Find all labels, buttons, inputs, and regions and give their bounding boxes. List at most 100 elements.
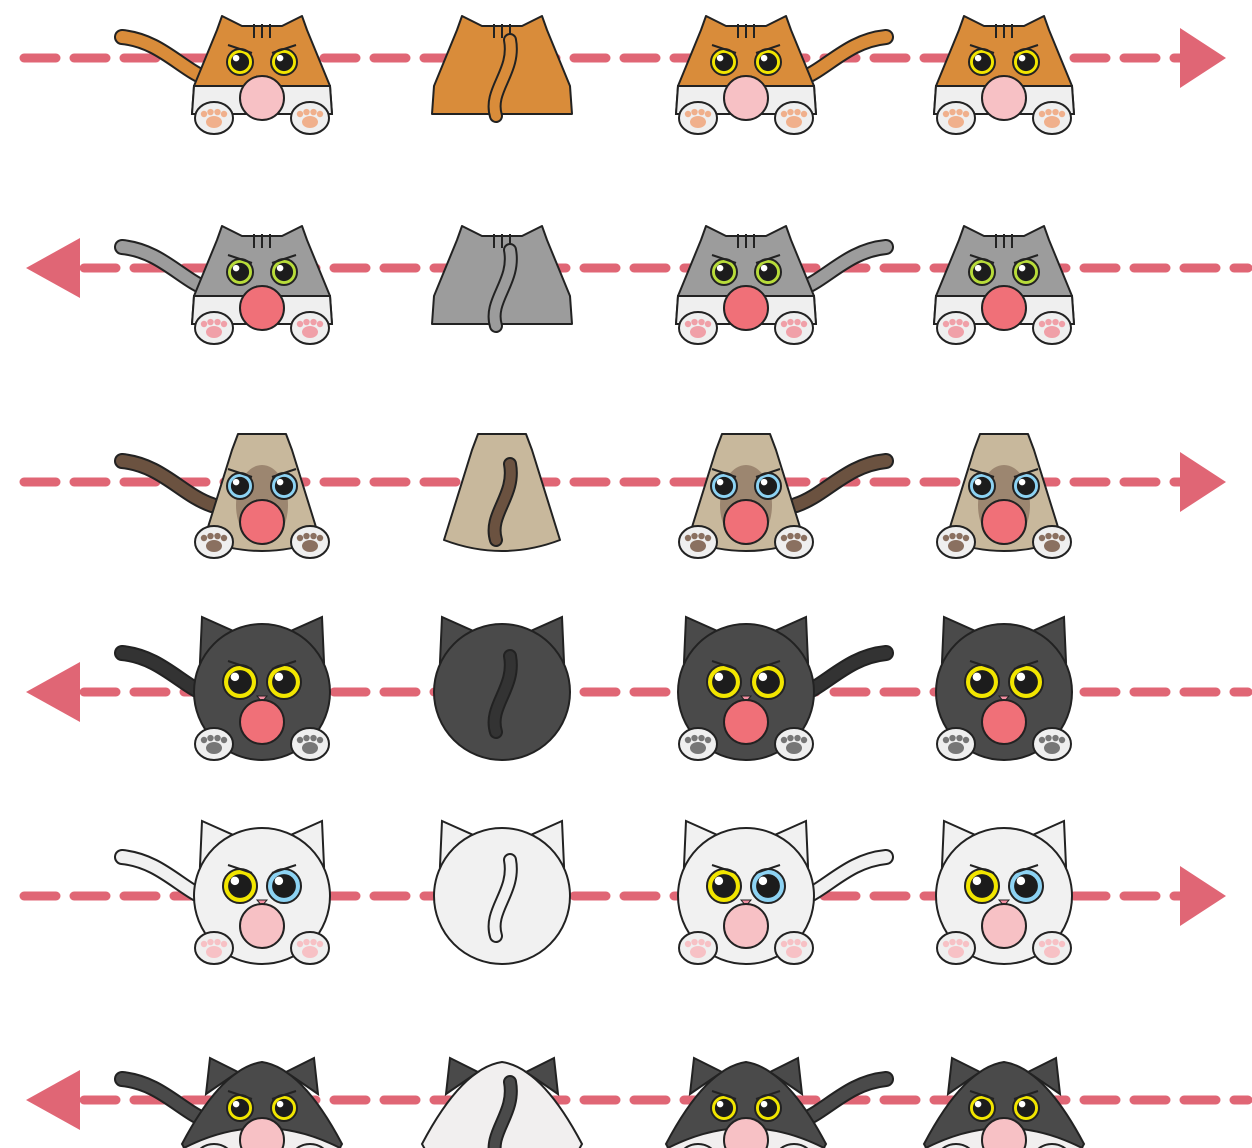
brow-icon [227,468,253,478]
ear-right [768,1056,804,1097]
cat-body [935,623,1073,761]
orange-tabby-back [431,15,573,123]
brow-icon [711,254,737,264]
brow-icon [271,468,297,478]
mouth [239,499,285,545]
brow-icon [227,44,253,54]
mouth [723,1117,769,1148]
mouth [239,699,285,745]
brow-icon [969,1090,995,1100]
mouth [981,285,1027,331]
mouth [981,1117,1027,1148]
mouth [723,285,769,331]
mouth [239,1117,285,1148]
mouth [239,903,285,949]
brow-icon [271,254,297,264]
brow-icon [1013,660,1039,670]
mouth [723,699,769,745]
black-cat-back [433,615,571,761]
gray-tabby-front [932,225,1076,345]
orange-tabby-front-tail-right [674,15,894,135]
mouth [723,499,769,545]
brow-icon [711,44,737,54]
cat-body [677,827,815,965]
brow-icon [755,254,781,264]
brow-icon [1013,254,1039,264]
tuxedo-cat-front [922,1056,1086,1148]
cat-body [677,623,815,761]
paw-icon [295,1143,325,1148]
brow-icon [969,468,995,478]
brow-icon [271,1090,297,1100]
arrow-head-icon [26,238,80,298]
brow-icon [969,254,995,264]
mouth [723,75,769,121]
cat-body [193,623,331,761]
white-cat-front-tail-left [114,819,331,965]
gray-tabby-front-tail-right [674,225,894,345]
paw-icon [779,1143,809,1148]
brow-icon [711,1090,737,1100]
cat-body [664,1060,828,1148]
ear-right [1026,1056,1062,1097]
brow-icon [755,44,781,54]
brow-icon [1013,44,1039,54]
brow-icon [227,254,253,264]
arrow-head-icon [1180,28,1226,88]
cat-body [922,1060,1086,1148]
tuxedo-cat-back [420,1056,584,1148]
arrow-head-icon [1180,452,1226,512]
brow-icon [969,864,995,874]
brow-icon [1013,1090,1039,1100]
tuxedo-cat-front-tail-right [664,1056,894,1148]
paw-icon [683,1143,713,1148]
orange-tabby-front [932,15,1076,135]
brow-icon [755,468,781,478]
cat-sprites [114,15,1086,1148]
ear-left [946,1056,982,1097]
brow-icon [969,44,995,54]
brow-icon [227,864,253,874]
ear-left [444,1056,480,1097]
brow-icon [711,864,737,874]
paw-icon [941,1143,971,1148]
black-cat-front-tail-left [114,615,331,761]
cat-body [935,827,1073,965]
ear-left [204,1056,240,1097]
cat-body [180,1060,344,1148]
arrow-head-icon [26,662,80,722]
siamese-front-tail-left [114,433,330,559]
brow-icon [227,1090,253,1100]
brow-icon [1013,864,1039,874]
arrow-head-icon [1180,866,1226,926]
brow-icon [711,660,737,670]
mouth [981,499,1027,545]
path-arrows [19,28,1252,1130]
gray-tabby-back [431,225,573,333]
brow-icon [755,1090,781,1100]
brow-icon [227,660,253,670]
brow-icon [969,660,995,670]
mouth [239,285,285,331]
mouth [981,903,1027,949]
arrow-head-icon [26,1070,80,1130]
mouth [723,903,769,949]
ear-left [688,1056,724,1097]
cat-body [193,827,331,965]
ear-right [284,1056,320,1097]
paw-icon [199,1143,229,1148]
brow-icon [1013,468,1039,478]
brow-icon [271,660,297,670]
gray-tabby-front-tail-left [114,225,334,345]
black-cat-front-tail-right [677,615,894,761]
brow-icon [271,864,297,874]
tuxedo-cat-front-tail-left [114,1056,344,1148]
siamese-front-tail-right [678,433,894,559]
ear-right [524,1056,560,1097]
white-cat-back [433,819,571,965]
mouth [981,699,1027,745]
brow-icon [711,468,737,478]
mouth [239,75,285,121]
paw-icon [1037,1143,1067,1148]
